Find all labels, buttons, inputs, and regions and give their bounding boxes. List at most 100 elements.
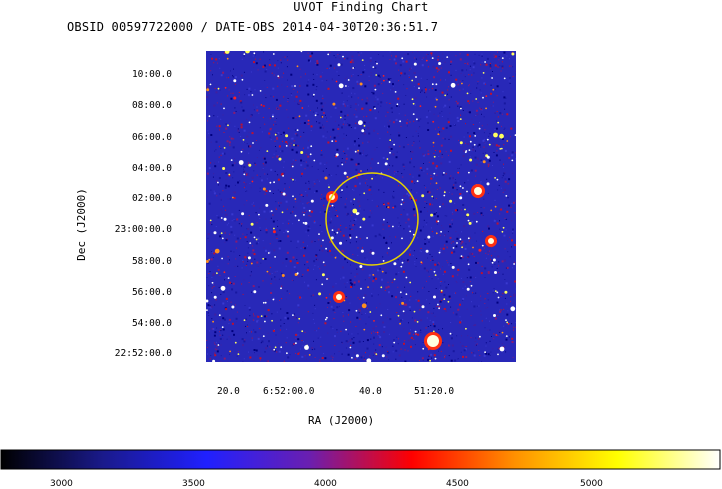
noise-pixel [411,317,413,319]
noise-pixel [227,198,229,200]
noise-pixel [475,175,477,177]
noise-pixel [444,281,446,283]
noise-pixel [243,168,244,170]
noise-pixel [430,260,431,261]
noise-pixel [213,173,215,175]
noise-pixel [302,241,304,243]
noise-pixel [480,295,482,297]
noise-pixel [286,312,289,314]
noise-pixel [321,199,323,200]
noise-pixel [375,61,377,63]
noise-pixel [370,75,372,77]
noise-pixel [264,70,267,73]
noise-pixel [497,255,500,258]
noise-pixel [327,306,328,308]
noise-pixel [340,225,342,226]
noise-pixel [504,108,506,110]
noise-pixel [345,124,347,126]
noise-pixel [465,243,467,245]
star [402,310,405,313]
noise-pixel [351,283,353,286]
colorbar-tick-label: 5000 [580,479,603,489]
star [327,53,330,56]
noise-pixel [348,56,350,58]
noise-pixel [471,220,474,223]
noise-pixel [293,313,295,315]
noise-pixel [265,249,267,252]
noise-pixel [433,197,434,199]
noise-pixel [233,333,235,336]
noise-pixel [369,59,372,62]
noise-pixel [458,139,459,141]
noise-pixel [468,85,469,87]
noise-pixel [222,338,224,340]
noise-pixel [455,55,457,57]
noise-pixel [393,339,395,341]
noise-pixel [214,344,216,345]
noise-pixel [366,115,368,117]
noise-pixel [256,261,259,264]
noise-pixel [220,198,222,200]
noise-pixel [242,259,244,261]
noise-pixel [362,355,364,357]
noise-pixel [231,330,234,333]
noise-pixel [229,198,231,200]
noise-pixel [218,161,220,163]
noise-pixel [494,55,497,58]
noise-pixel [475,261,477,264]
noise-pixel [257,237,260,240]
noise-pixel [338,107,340,109]
noise-pixel [330,219,332,221]
noise-pixel [390,78,392,80]
noise-pixel [357,280,360,283]
noise-pixel [370,72,372,74]
star [233,79,237,83]
noise-pixel [229,233,231,235]
noise-pixel [403,228,405,230]
star [397,314,400,317]
noise-pixel [434,89,437,91]
noise-pixel [366,97,368,99]
noise-pixel [307,284,310,287]
noise-pixel [432,312,434,314]
noise-pixel [455,231,457,233]
noise-pixel [300,175,302,177]
noise-pixel [476,344,477,346]
noise-pixel [277,155,279,156]
noise-pixel [238,91,240,93]
noise-pixel [341,341,343,343]
noise-pixel [329,211,331,213]
star [274,346,277,349]
noise-pixel [369,109,372,112]
noise-pixel [420,247,422,249]
noise-pixel [300,136,302,138]
noise-pixel [319,249,321,251]
noise-pixel [213,62,215,64]
noise-pixel [407,218,410,221]
noise-pixel [354,185,357,188]
noise-pixel [470,315,472,316]
noise-pixel [307,311,309,313]
colorbar-tick-label: 4500 [446,479,469,489]
noise-pixel [337,56,339,58]
noise-pixel [480,272,483,275]
noise-pixel [409,68,412,70]
noise-pixel [441,225,443,227]
noise-pixel [377,74,380,77]
noise-pixel [487,271,490,273]
noise-pixel [427,358,430,361]
star [478,248,482,252]
noise-pixel [278,205,280,207]
star [285,134,289,138]
noise-pixel [438,348,440,350]
noise-pixel [269,273,271,275]
star [281,211,284,214]
noise-pixel [362,269,364,271]
noise-pixel [299,296,301,299]
noise-pixel [269,117,271,119]
noise-pixel [368,75,370,77]
noise-pixel [503,144,505,146]
star [401,237,403,240]
noise-pixel [439,249,441,252]
noise-layer [206,51,516,362]
